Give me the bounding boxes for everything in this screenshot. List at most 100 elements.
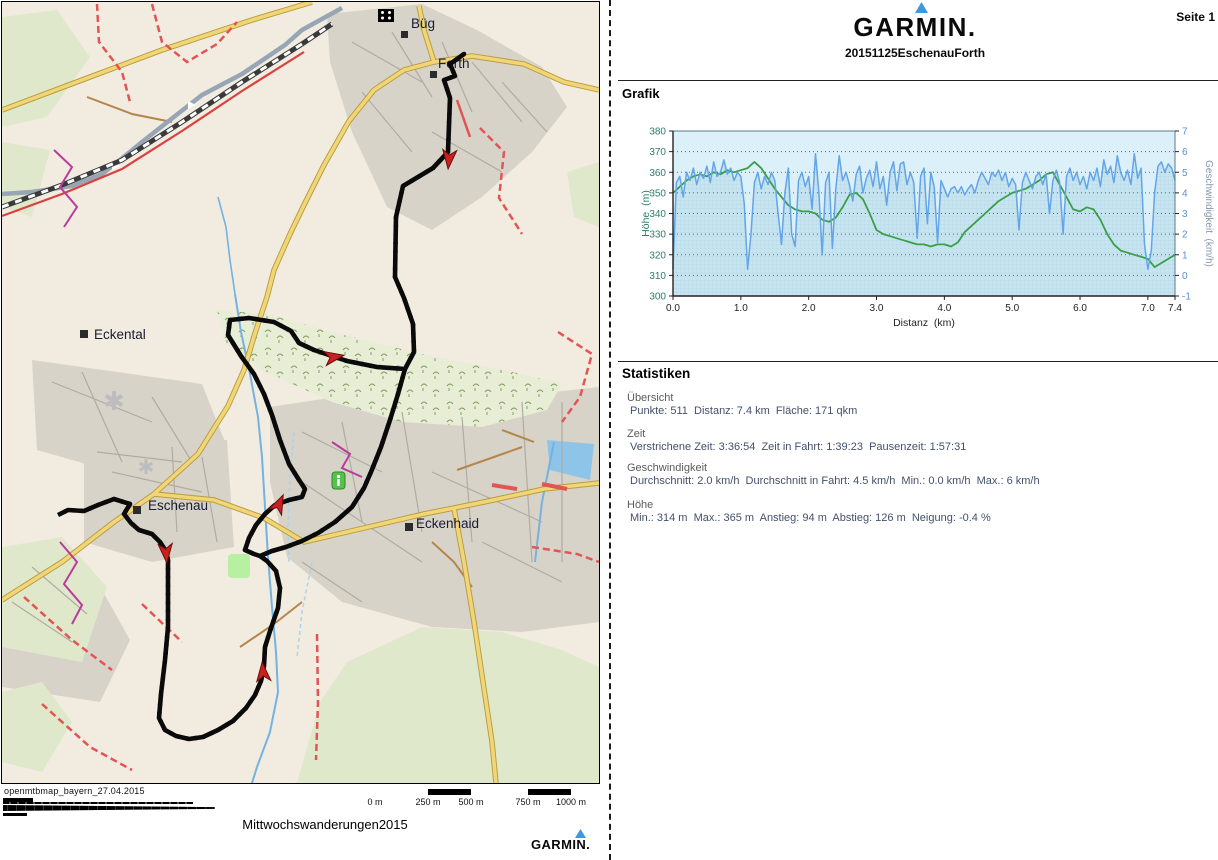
scale-bar-segment [428,789,471,795]
stat-values-uebersicht: Punkte: 511 Distanz: 7.4 km Fläche: 171 … [630,405,858,417]
map-frame: ✱ ✱ [1,1,600,784]
y-right-tick-label: 4 [1182,188,1188,199]
stat-category-hoehe: Höhe [627,499,654,511]
x-tick-label: 3.0 [870,303,884,314]
city-marker-bueg [401,31,408,38]
scale-tick: 1000 m [555,797,587,807]
label-eckenhaid: Eckenhaid [416,516,479,531]
report-page: Seite 1 GARMIN. 20151125EschenauForth Gr… [612,0,1218,860]
poi-stars: ✱ ✱ [103,386,154,479]
x-axis-title: Distanz (km) [893,317,955,329]
speed-line [672,152,1176,270]
stat-category-zeit: Zeit [627,428,646,440]
scale-bar-segment [528,789,571,795]
direction-arrow-icon [267,493,284,517]
map-caption: Mittwochswanderungen2015 [242,817,408,832]
info-icon [331,471,346,490]
garmin-wordmark: GARMIN. [531,837,591,852]
y-right-tick-label: 0 [1182,271,1188,282]
page-divider [609,0,611,860]
scale-tick: 0 m [367,797,383,807]
y-left-tick-label: 380 [649,127,666,138]
y-left-tick-label: 350 [649,188,666,199]
garmin-triangle-icon [915,2,928,13]
x-tick-label: 4.0 [937,303,951,314]
y-right-tick-label: 2 [1182,230,1188,241]
label-eschenau: Eschenau [148,498,208,513]
stat-category-uebersicht: Übersicht [627,392,674,404]
garmin-triangle-icon [575,829,586,838]
stat-values-geschwindigkeit: Durchschnitt: 2.0 km/h Durchschnitt in F… [630,475,1040,487]
y-left-tick-label: 330 [649,230,666,241]
city-marker-eschenau [133,506,141,514]
y-right-tick-label: 1 [1182,250,1188,261]
x-tick-label: 6.0 [1073,303,1087,314]
x-tick-label: 5.0 [1005,303,1019,314]
y-right-tick-label: 3 [1182,209,1188,220]
red-trails [23,3,599,772]
y-right-tick-label: 7 [1182,127,1188,138]
x-tick-label: 2.0 [802,303,816,314]
mtb-trails [53,149,363,625]
copyright-smudge [3,798,33,802]
y-right-tick-label: 5 [1182,168,1188,179]
track-title: 20151125EschenauForth [844,46,986,60]
city-marker-eckental [80,330,88,338]
elevation-speed-chart: 300 310 320 330 340 350 360 370 380 -1 0 1 2 3 4 5 6 7 0.0… [640,127,1214,330]
label-eckental: Eckental [94,327,146,342]
city-marker-forth [430,71,437,78]
scale-tick: 250 m [415,797,441,807]
section-heading-grafik: Grafik [622,86,660,101]
y-left-tick-label: 310 [649,271,666,282]
y-right-axis-title: Geschwindigkeit (km/h) [1203,160,1214,267]
meadow-patch [228,554,250,578]
y-right-tick-label: 6 [1182,147,1188,158]
section-rule [618,80,1218,81]
direction-arrow-icon [255,660,272,684]
y-left-axis-title: Höhe (m) [640,190,652,237]
gps-track [58,54,464,742]
x-tick-label: 0.0 [666,303,680,314]
y-left-tick-label: 360 [649,168,666,179]
streams [217,196,555,783]
direction-arrow-icon [157,541,174,565]
x-tick-label: 1.0 [734,303,748,314]
main-roads [2,2,599,783]
page-number: Seite 1 [1176,10,1215,24]
city-markers [80,31,437,531]
city-marker-eckenhaid [405,523,413,531]
elevation-line [672,161,1176,269]
mine-icon [378,9,394,22]
x-tick-label: 7.4 [1168,303,1182,314]
direction-arrow-icon [441,147,458,171]
forest-areas [2,10,599,783]
y-left-tick-label: 370 [649,147,666,158]
map: ✱ ✱ [2,2,599,783]
svg-text:✱: ✱ [103,386,125,416]
label-bueg: Büg [411,16,435,31]
y-right-tick-label: -1 [1182,292,1191,303]
track-direction-arrows [157,147,458,684]
lake [547,440,594,480]
map-garmin-logo: GARMIN. [531,829,605,857]
section-heading-statistiken: Statistiken [622,366,691,381]
copyright-smudge [3,802,193,804]
copyright-smudge [3,805,215,811]
scale-tick: 750 m [515,797,541,807]
y-left-tick-label: 320 [649,250,666,261]
map-attribution: openmtbmap_bayern_27.04.2015 [4,786,145,796]
direction-arrow-icon [322,350,346,367]
stat-values-hoehe: Min.: 314 m Max.: 365 m Anstieg: 94 m Ab… [630,512,991,524]
map-page: ✱ ✱ [0,0,608,860]
x-tick-label: 7.0 [1141,303,1155,314]
section-rule [618,361,1218,362]
y-left-tick-label: 300 [649,292,666,303]
garmin-wordmark: GARMIN. [853,12,977,42]
stat-values-zeit: Verstrichene Zeit: 3:36:54 Zeit in Fahrt… [630,441,967,453]
y-left-tick-label: 340 [649,209,666,220]
scale-tick: 500 m [458,797,484,807]
copyright-smudge [3,813,27,816]
stat-category-geschwindigkeit: Geschwindigkeit [627,462,708,474]
svg-text:✱: ✱ [138,457,155,479]
